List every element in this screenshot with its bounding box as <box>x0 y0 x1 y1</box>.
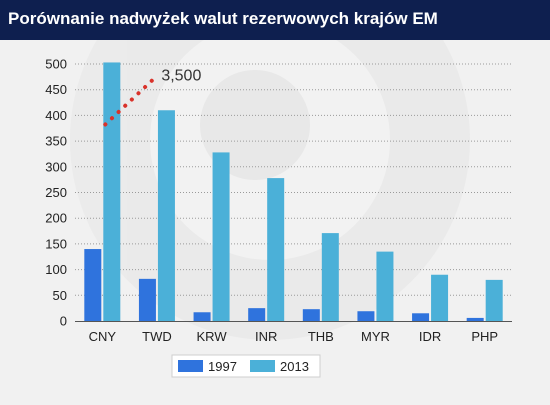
legend: 1997 2013 <box>171 354 321 378</box>
y-tick-label: 50 <box>53 288 67 303</box>
x-category-label: MYR <box>361 329 390 344</box>
legend-box <box>171 354 321 378</box>
legend-swatch-2013 <box>250 360 275 372</box>
bar-idr-1997 <box>412 313 430 321</box>
legend-label: 2013 <box>280 359 309 374</box>
x-category-label: IDR <box>419 329 441 344</box>
y-axis-ticks: 0 50 100 150 200 250 300 350 400 450 500 <box>45 57 67 329</box>
y-tick-label: 500 <box>45 57 67 72</box>
bar-idr-2013 <box>431 274 449 321</box>
chart-title: Porównanie nadwyżek walut rezerwowych kr… <box>8 9 438 28</box>
x-axis-categories: CNY TWD KRW INR THB MYR IDR PHP <box>89 329 498 344</box>
y-tick-label: 350 <box>45 134 67 149</box>
bar-inr-2013 <box>267 178 285 321</box>
y-tick-label: 450 <box>45 82 67 97</box>
title-bar: Porównanie nadwyżek walut rezerwowych kr… <box>0 0 550 40</box>
bar-php-1997 <box>466 317 484 321</box>
bars <box>84 62 503 321</box>
bar-thb-2013 <box>321 233 339 321</box>
annotation-label: 3,500 <box>161 67 201 84</box>
bar-krw-1997 <box>193 312 211 321</box>
bar-myr-1997 <box>357 311 375 321</box>
x-category-label: CNY <box>89 329 117 344</box>
x-category-label: TWD <box>142 329 172 344</box>
bar-twd-1997 <box>138 278 156 321</box>
bar-twd-2013 <box>157 110 175 321</box>
x-category-label: INR <box>255 329 277 344</box>
annotation-leader <box>103 74 159 127</box>
bar-inr-1997 <box>248 308 266 321</box>
bar-cny-2013 <box>103 62 121 321</box>
y-tick-label: 300 <box>45 159 67 174</box>
x-category-label: KRW <box>197 329 228 344</box>
bar-thb-1997 <box>302 309 320 321</box>
x-category-label: THB <box>308 329 334 344</box>
y-tick-label: 0 <box>60 314 67 329</box>
annotation: 3,500 <box>103 67 201 127</box>
x-category-label: PHP <box>471 329 498 344</box>
bar-php-2013 <box>485 279 503 321</box>
bar-krw-2013 <box>212 152 230 321</box>
y-tick-label: 100 <box>45 262 67 277</box>
y-tick-label: 400 <box>45 108 67 123</box>
y-tick-label: 250 <box>45 185 67 200</box>
y-tick-label: 200 <box>45 211 67 226</box>
bar-cny-1997 <box>84 249 102 321</box>
legend-swatch-1997 <box>178 360 203 372</box>
legend-label: 1997 <box>208 359 237 374</box>
y-tick-label: 150 <box>45 236 67 251</box>
bar-myr-2013 <box>376 251 394 321</box>
